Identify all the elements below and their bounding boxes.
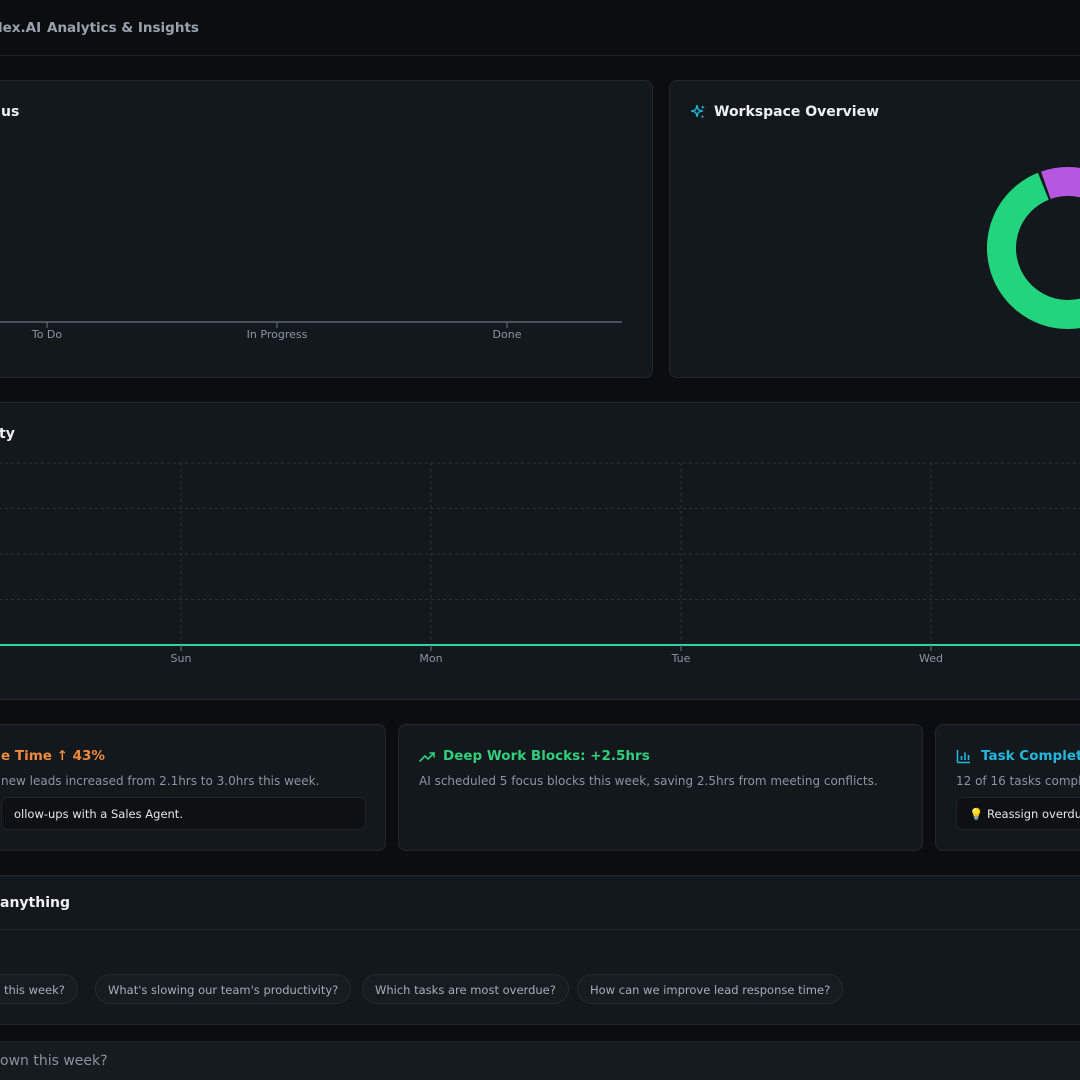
insight-card-task-completion: Task Completio 12 of 16 tasks comple 💡 R… bbox=[935, 724, 1080, 851]
suggestion-chip[interactable]: Which tasks are most overdue? bbox=[362, 974, 569, 1004]
insight-title: Task Completio bbox=[981, 748, 1080, 764]
workspace-overview-title: Workspace Overview bbox=[714, 104, 880, 120]
donut-slice[interactable] bbox=[987, 172, 1080, 329]
activity-chart-card: ty Sun Mon Tue Wed bbox=[0, 402, 1080, 700]
suggestion-chip-label: What's slowing our team's productivity? bbox=[108, 983, 339, 997]
workspace-donut-chart bbox=[987, 167, 1080, 329]
insight-action-button[interactable]: ollow-ups with a Sales Agent. bbox=[1, 797, 366, 830]
ask-anything-title: anything bbox=[0, 895, 70, 911]
x-tick-label: To Do bbox=[31, 328, 63, 341]
insight-action-button[interactable]: 💡 Reassign overdue bbox=[956, 797, 1080, 830]
insight-title: Deep Work Blocks: +2.5hrs bbox=[443, 748, 650, 764]
insight-action-label: 💡 Reassign overdue bbox=[969, 807, 1080, 821]
x-tick-label: Sun bbox=[171, 652, 192, 665]
suggestion-chip[interactable]: n this week? bbox=[0, 974, 78, 1004]
x-tick-label: Mon bbox=[419, 652, 442, 665]
insight-title: e Time ↑ 43% bbox=[1, 748, 105, 764]
suggestion-chip[interactable]: How can we improve lead response time? bbox=[577, 974, 844, 1004]
workspace-overview-card: Workspace Overview bbox=[669, 80, 1080, 378]
insight-action-label: ollow-ups with a Sales Agent. bbox=[14, 807, 183, 821]
suggestion-chip-label: n this week? bbox=[0, 983, 65, 997]
insight-body: AI scheduled 5 focus blocks this week, s… bbox=[419, 774, 878, 788]
trending-up-icon bbox=[419, 752, 435, 762]
top-bar: lex.AI Analytics & Insights bbox=[0, 0, 1080, 56]
task-status-chart: To Do In Progress Done bbox=[0, 321, 622, 341]
suggestion-chip-label: Which tasks are most overdue? bbox=[375, 983, 556, 997]
x-tick-label: Wed bbox=[919, 652, 943, 665]
prompt-input-bar bbox=[0, 1041, 1080, 1080]
donut-slice[interactable] bbox=[1040, 167, 1080, 200]
ask-anything-panel: anything n this week? What's slowing our… bbox=[0, 875, 1080, 1025]
breadcrumb[interactable]: Analytics & Insights bbox=[47, 20, 199, 36]
brand-logo-text[interactable]: lex.AI bbox=[0, 20, 42, 36]
activity-chart-title: ty bbox=[0, 426, 15, 442]
divider bbox=[0, 929, 1080, 930]
activity-line-chart: Sun Mon Tue Wed bbox=[0, 462, 1080, 665]
x-tick-label: Tue bbox=[671, 652, 691, 665]
task-status-title: us bbox=[1, 104, 20, 120]
insight-card-response-time: e Time ↑ 43% new leads increased from 2.… bbox=[0, 724, 386, 851]
x-tick-label: Done bbox=[493, 328, 522, 341]
prompt-input[interactable] bbox=[0, 1042, 1080, 1080]
sparkles-icon bbox=[690, 104, 705, 119]
suggestion-chip-label: How can we improve lead response time? bbox=[590, 983, 831, 997]
suggestion-chip[interactable]: What's slowing our team's productivity? bbox=[95, 974, 352, 1004]
task-status-card: us To Do In Progress Done bbox=[0, 80, 653, 378]
bar-chart-icon bbox=[956, 750, 970, 764]
x-tick-label: In Progress bbox=[247, 328, 308, 341]
insight-body: 12 of 16 tasks comple bbox=[956, 774, 1080, 788]
insight-body: new leads increased from 2.1hrs to 3.0hr… bbox=[1, 774, 320, 788]
insight-card-deep-work: Deep Work Blocks: +2.5hrs AI scheduled 5… bbox=[398, 724, 923, 851]
